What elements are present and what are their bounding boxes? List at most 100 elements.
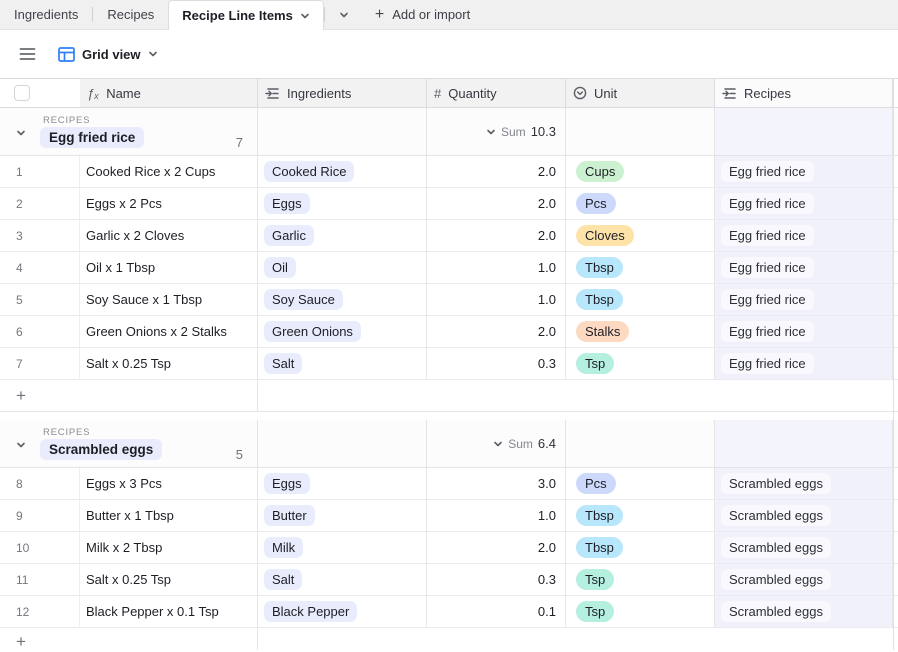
unit-cell[interactable]: Stalks [566,316,715,347]
column-header-unit[interactable]: Unit [566,79,715,107]
row-number[interactable]: 1 [0,156,80,187]
recipes-cell[interactable]: Egg fried rice [715,252,893,283]
expand-tabs-button[interactable] [325,0,363,29]
name-cell[interactable]: Eggs x 2 Pcs [80,188,258,219]
row-number[interactable]: 11 [0,564,80,595]
unit-cell[interactable]: Tbsp [566,284,715,315]
group-value-pill[interactable]: Scrambled eggs [40,439,163,460]
grid-view-switcher[interactable]: Grid view [58,47,158,62]
row-number[interactable]: 3 [0,220,80,251]
select-all-checkbox[interactable] [14,85,30,101]
name-cell[interactable]: Soy Sauce x 1 Tbsp [80,284,258,315]
unit-cell[interactable]: Tsp [566,348,715,379]
name-cell[interactable]: Green Onions x 2 Stalks [80,316,258,347]
recipes-cell[interactable]: Scrambled eggs [715,468,893,499]
column-header-name[interactable]: ƒₓ Name [80,79,258,107]
row-number[interactable]: 9 [0,500,80,531]
unit-cell[interactable]: Cloves [566,220,715,251]
ingredients-cell[interactable]: Green Onions [258,316,427,347]
quantity-cell[interactable]: 2.0 [427,156,566,187]
recipes-cell[interactable]: Scrambled eggs [715,564,893,595]
row-number[interactable]: 8 [0,468,80,499]
group-quantity-summary[interactable]: Sum 10.3 [427,108,566,155]
add-row-spacer [80,628,258,650]
recipes-cell[interactable]: Scrambled eggs [715,532,893,563]
unit-cell[interactable]: Cups [566,156,715,187]
quantity-cell[interactable]: 3.0 [427,468,566,499]
recipes-cell[interactable]: Egg fried rice [715,316,893,347]
quantity-cell[interactable]: 2.0 [427,532,566,563]
name-cell[interactable]: Cooked Rice x 2 Cups [80,156,258,187]
recipes-cell[interactable]: Egg fried rice [715,220,893,251]
recipes-cell[interactable]: Egg fried rice [715,156,893,187]
row-number[interactable]: 2 [0,188,80,219]
recipes-cell[interactable]: Egg fried rice [715,348,893,379]
row-number[interactable]: 4 [0,252,80,283]
tab-recipes[interactable]: Recipes [93,0,168,29]
name-cell[interactable]: Garlic x 2 Cloves [80,220,258,251]
unit-cell[interactable]: Tbsp [566,532,715,563]
ingredients-cell[interactable]: Butter [258,500,427,531]
unit-cell[interactable]: Pcs [566,468,715,499]
ingredients-cell[interactable]: Salt [258,348,427,379]
row-number[interactable]: 12 [0,596,80,627]
quantity-cell[interactable]: 1.0 [427,500,566,531]
ingredients-cell[interactable]: Eggs [258,188,427,219]
column-header-quantity[interactable]: # Quantity [427,79,566,107]
unit-cell[interactable]: Tbsp [566,252,715,283]
ingredient-pill: Eggs [264,193,310,214]
name-cell[interactable]: Eggs x 3 Pcs [80,468,258,499]
column-header-recipes[interactable]: Recipes [715,79,893,107]
collapse-group-button[interactable] [16,126,26,141]
tab-recipe-line-items-active[interactable]: Recipe Line Items [168,0,324,30]
unit-cell[interactable]: Tsp [566,564,715,595]
recipes-cell[interactable]: Scrambled eggs [715,596,893,627]
column-header-ingredients[interactable]: Ingredients [258,79,427,107]
column-header-row: ƒₓ Name Ingredients # Quantity Unit [0,78,898,108]
ingredients-cell[interactable]: Soy Sauce [258,284,427,315]
add-or-import-button[interactable]: + Add or import [363,0,482,29]
unit-cell[interactable]: Pcs [566,188,715,219]
group-value-pill[interactable]: Egg fried rice [40,127,145,148]
quantity-cell[interactable]: 1.0 [427,252,566,283]
name-cell[interactable]: Salt x 0.25 Tsp [80,348,258,379]
ingredients-cell[interactable]: Milk [258,532,427,563]
recipes-cell[interactable]: Egg fried rice [715,188,893,219]
ingredient-pill: Garlic [264,225,314,246]
ingredients-cell[interactable]: Cooked Rice [258,156,427,187]
quantity-cell[interactable]: 2.0 [427,188,566,219]
unit-cell[interactable]: Tbsp [566,500,715,531]
ingredients-cell[interactable]: Eggs [258,468,427,499]
name-cell[interactable]: Milk x 2 Tbsp [80,532,258,563]
unit-cell[interactable]: Tsp [566,596,715,627]
quantity-cell[interactable]: 1.0 [427,284,566,315]
view-sidebar-toggle-button[interactable] [14,41,40,67]
name-cell[interactable]: Oil x 1 Tbsp [80,252,258,283]
row-number[interactable]: 5 [0,284,80,315]
tab-ingredients[interactable]: Ingredients [0,0,92,29]
add-row-button[interactable]: + [0,380,80,411]
recipes-cell[interactable]: Scrambled eggs [715,500,893,531]
row-number[interactable]: 10 [0,532,80,563]
quantity-cell[interactable]: 0.3 [427,564,566,595]
name-value: Salt x 0.25 Tsp [86,572,172,587]
quantity-cell[interactable]: 2.0 [427,220,566,251]
recipe-link-pill: Scrambled eggs [721,537,831,558]
ingredients-cell[interactable]: Garlic [258,220,427,251]
quantity-cell[interactable]: 0.1 [427,596,566,627]
ingredients-cell[interactable]: Salt [258,564,427,595]
collapse-group-button[interactable] [16,438,26,453]
row-number[interactable]: 6 [0,316,80,347]
recipes-cell[interactable]: Egg fried rice [715,284,893,315]
ingredients-cell[interactable]: Oil [258,252,427,283]
name-cell[interactable]: Butter x 1 Tbsp [80,500,258,531]
view-toolbar: Grid view [0,30,898,78]
group-quantity-summary[interactable]: Sum 6.4 [427,420,566,467]
name-cell[interactable]: Black Pepper x 0.1 Tsp [80,596,258,627]
add-row-button[interactable]: + [0,628,80,650]
quantity-cell[interactable]: 0.3 [427,348,566,379]
quantity-cell[interactable]: 2.0 [427,316,566,347]
row-number[interactable]: 7 [0,348,80,379]
ingredients-cell[interactable]: Black Pepper [258,596,427,627]
name-cell[interactable]: Salt x 0.25 Tsp [80,564,258,595]
